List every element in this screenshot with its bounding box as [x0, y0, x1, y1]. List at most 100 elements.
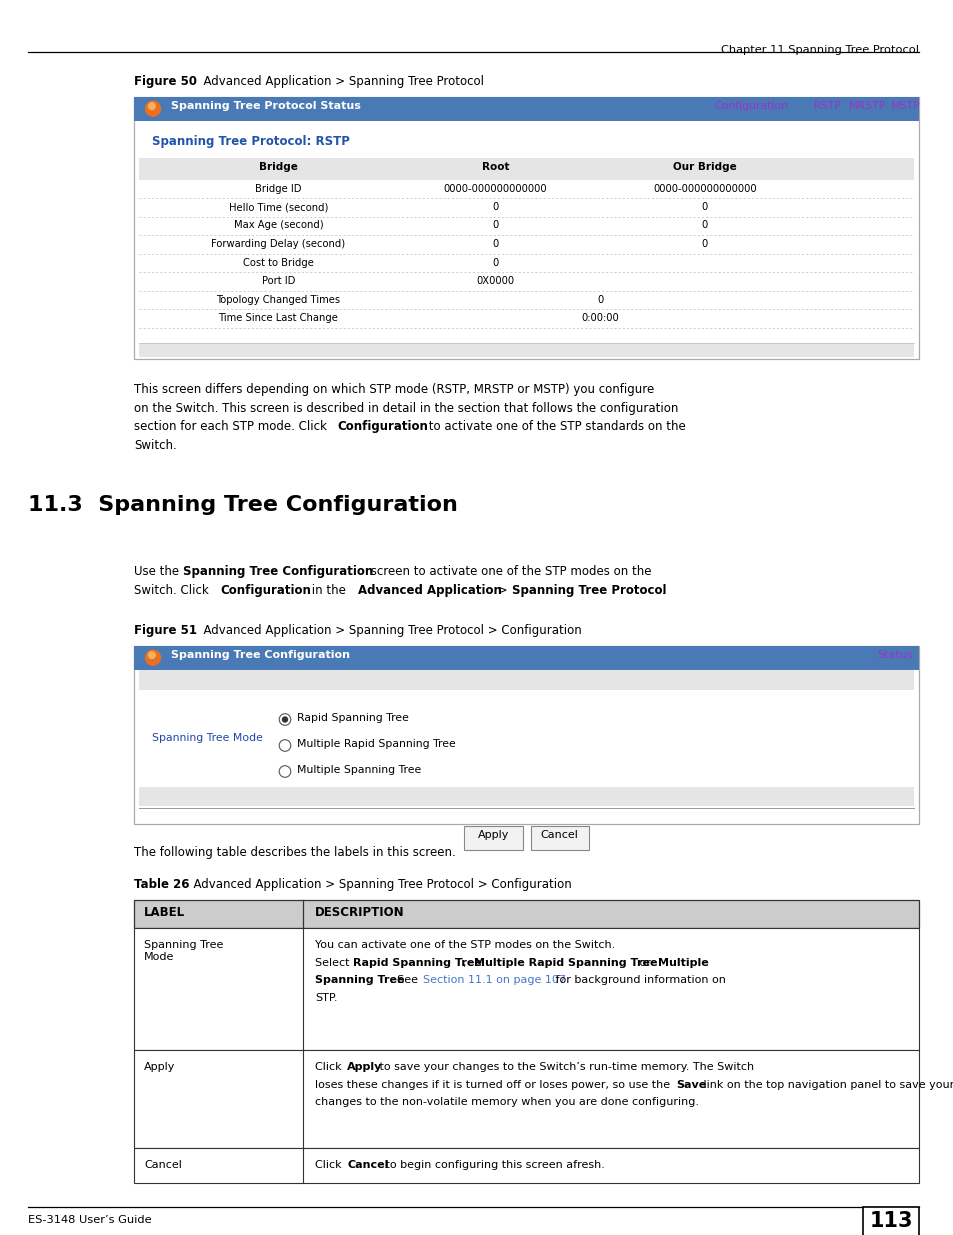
- Text: ES-3148 User’s Guide: ES-3148 User’s Guide: [28, 1215, 152, 1225]
- Text: to activate one of the STP standards on the: to activate one of the STP standards on …: [425, 420, 685, 433]
- Text: loses these changes if it is turned off or loses power, so use the: loses these changes if it is turned off …: [314, 1079, 673, 1089]
- Text: Switch. Click: Switch. Click: [133, 583, 213, 597]
- Bar: [133, 98, 918, 121]
- Text: 0: 0: [492, 203, 498, 212]
- Bar: [133, 646, 918, 669]
- Text: Our Bridge: Our Bridge: [672, 162, 736, 172]
- Text: Click: Click: [314, 1062, 345, 1072]
- Bar: [139, 343, 913, 357]
- Text: 0: 0: [597, 294, 602, 305]
- Text: Spanning Tree Mode: Spanning Tree Mode: [152, 732, 263, 742]
- Bar: [464, 825, 522, 850]
- Text: Multiple: Multiple: [657, 957, 707, 967]
- Text: Advanced Application > Spanning Tree Protocol > Configuration: Advanced Application > Spanning Tree Pro…: [186, 878, 571, 890]
- Text: Bridge ID: Bridge ID: [255, 184, 301, 194]
- Bar: [133, 98, 918, 359]
- Circle shape: [146, 651, 160, 666]
- Text: 0: 0: [492, 221, 498, 231]
- Text: or: or: [636, 957, 654, 967]
- Text: Select: Select: [314, 957, 353, 967]
- Text: Figure 50: Figure 50: [133, 75, 196, 88]
- Text: Cancel: Cancel: [540, 830, 578, 840]
- Text: Time Since Last Change: Time Since Last Change: [218, 312, 338, 324]
- Text: Spanning Tree Protocol Status: Spanning Tree Protocol Status: [171, 101, 360, 111]
- Circle shape: [279, 740, 291, 751]
- Text: screen to activate one of the STP modes on the: screen to activate one of the STP modes …: [366, 564, 651, 578]
- Text: RSTP: RSTP: [813, 101, 841, 111]
- Text: Figure 51: Figure 51: [133, 624, 196, 637]
- Text: link on the top navigation panel to save your: link on the top navigation panel to save…: [700, 1079, 953, 1089]
- Text: 0000-000000000000: 0000-000000000000: [652, 184, 756, 194]
- Text: Apply: Apply: [347, 1062, 382, 1072]
- Text: Click: Click: [314, 1160, 345, 1170]
- Text: Save: Save: [676, 1079, 706, 1089]
- Text: LABEL: LABEL: [144, 906, 185, 919]
- Text: 0: 0: [700, 221, 707, 231]
- Text: Apply: Apply: [144, 1062, 175, 1072]
- Text: to save your changes to the Switch’s run-time memory. The Switch: to save your changes to the Switch’s run…: [375, 1062, 754, 1072]
- Text: Cancel: Cancel: [347, 1160, 388, 1170]
- Text: Advanced Application > Spanning Tree Protocol > Configuration: Advanced Application > Spanning Tree Pro…: [195, 624, 581, 637]
- Text: ,: ,: [462, 957, 469, 967]
- Text: 0X0000: 0X0000: [476, 275, 514, 287]
- Text: Spanning Tree Protocol: RSTP: Spanning Tree Protocol: RSTP: [152, 136, 350, 148]
- Text: STP.: STP.: [314, 993, 337, 1003]
- Text: 0000-000000000000: 0000-000000000000: [443, 184, 547, 194]
- Text: Multiple Spanning Tree: Multiple Spanning Tree: [296, 764, 421, 774]
- Circle shape: [281, 716, 288, 722]
- Text: .: .: [661, 583, 665, 597]
- Text: The following table describes the labels in this screen.: The following table describes the labels…: [133, 846, 456, 860]
- Text: Rapid Spanning Tree: Rapid Spanning Tree: [353, 957, 481, 967]
- Text: 0: 0: [492, 258, 498, 268]
- Text: Spanning Tree Configuration: Spanning Tree Configuration: [183, 564, 373, 578]
- Text: for background information on: for background information on: [552, 974, 725, 986]
- Text: Status: Status: [876, 650, 912, 659]
- Text: Table 26: Table 26: [133, 878, 190, 890]
- Text: Configuration: Configuration: [220, 583, 311, 597]
- Text: Topology Changed Times: Topology Changed Times: [216, 294, 340, 305]
- Text: >: >: [494, 583, 511, 597]
- Text: . See: . See: [390, 974, 421, 986]
- Text: You can activate one of the STP modes on the Switch.: You can activate one of the STP modes on…: [314, 940, 615, 950]
- Text: Spanning Tree: Spanning Tree: [314, 974, 404, 986]
- Circle shape: [279, 766, 291, 777]
- Text: Spanning Tree
Mode: Spanning Tree Mode: [144, 940, 223, 962]
- Text: 0: 0: [492, 240, 498, 249]
- Text: Configuration: Configuration: [336, 420, 427, 433]
- Circle shape: [146, 101, 160, 116]
- Text: to begin configuring this screen afresh.: to begin configuring this screen afresh.: [381, 1160, 604, 1170]
- Text: This screen differs depending on which STP mode (RSTP, MRSTP or MSTP) you config: This screen differs depending on which S…: [133, 383, 654, 396]
- Text: Section 11.1 on page 107: Section 11.1 on page 107: [422, 974, 565, 986]
- Text: Apply: Apply: [477, 830, 509, 840]
- Text: MSTP: MSTP: [889, 101, 919, 111]
- Text: in the: in the: [308, 583, 350, 597]
- Text: Port ID: Port ID: [261, 275, 294, 287]
- Circle shape: [149, 652, 155, 658]
- Text: Cancel: Cancel: [144, 1160, 182, 1170]
- Text: Switch.: Switch.: [133, 438, 176, 452]
- Text: Spanning Tree Protocol: Spanning Tree Protocol: [512, 583, 666, 597]
- Bar: [133, 1149, 918, 1183]
- Bar: [133, 900, 918, 927]
- Bar: [530, 825, 588, 850]
- Text: Chapter 11 Spanning Tree Protocol: Chapter 11 Spanning Tree Protocol: [720, 44, 918, 56]
- Text: Multiple Rapid Spanning Tree: Multiple Rapid Spanning Tree: [473, 957, 657, 967]
- Text: Forwarding Delay (second): Forwarding Delay (second): [212, 240, 345, 249]
- Text: changes to the non-volatile memory when you are done configuring.: changes to the non-volatile memory when …: [314, 1097, 698, 1107]
- Text: MRSTP: MRSTP: [847, 101, 884, 111]
- Circle shape: [279, 714, 291, 725]
- Bar: [139, 158, 913, 179]
- Text: Advanced Application > Spanning Tree Protocol: Advanced Application > Spanning Tree Pro…: [195, 75, 483, 88]
- Text: Configuration: Configuration: [713, 101, 787, 111]
- Text: Cost to Bridge: Cost to Bridge: [243, 258, 314, 268]
- Text: Root: Root: [481, 162, 509, 172]
- Text: Advanced Application: Advanced Application: [357, 583, 501, 597]
- Text: 0: 0: [700, 240, 707, 249]
- Text: Multiple Rapid Spanning Tree: Multiple Rapid Spanning Tree: [296, 739, 456, 748]
- Bar: [139, 669, 913, 689]
- Text: Use the: Use the: [133, 564, 183, 578]
- Text: Hello Time (second): Hello Time (second): [229, 203, 328, 212]
- Bar: [133, 646, 918, 824]
- Text: on the Switch. This screen is described in detail in the section that follows th: on the Switch. This screen is described …: [133, 401, 678, 415]
- Bar: [139, 787, 913, 805]
